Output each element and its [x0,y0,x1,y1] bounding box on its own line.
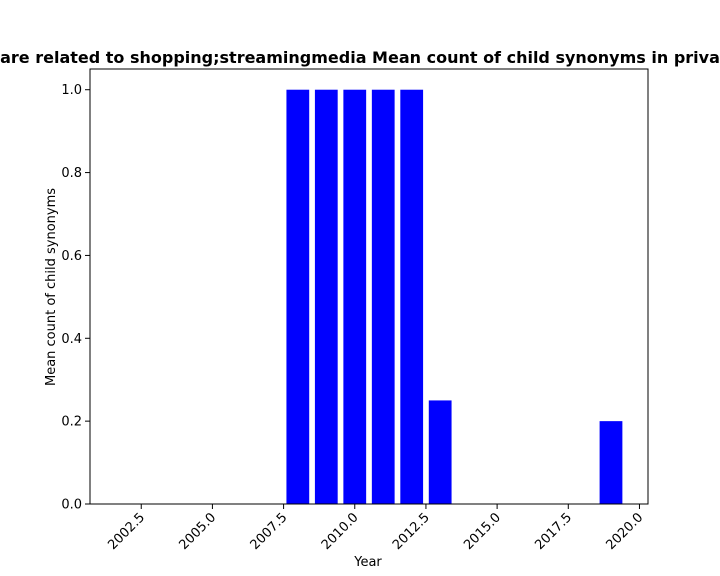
bar-2008 [286,89,310,504]
x-tick-label: 2005.0 [176,510,219,553]
x-tick-label: 2017.5 [532,510,575,553]
bar-2010 [343,89,367,504]
y-axis-label: Mean count of child synonyms [44,188,59,386]
x-tick-label: 2007.5 [248,510,291,553]
plot-area-frame [89,68,649,505]
y-tick-label: 1.0 [61,83,82,98]
x-tick-label: 2010.0 [319,510,362,553]
x-tick-label: 2015.0 [461,510,504,553]
y-tick-label: 0.2 [61,415,82,430]
bars-group [286,89,623,504]
bar-2011 [371,89,395,504]
bar-2009 [314,89,338,504]
x-tick-label: 2002.5 [105,510,148,553]
bar-2012 [400,89,424,504]
x-axis-ticks: 2002.5 2005.0 2007.5 2010.0 2012.5 2015.0 2017… [105,504,646,553]
chart-title: are related to shopping;streamingmedia M… [0,48,720,67]
y-tick-label: 0.4 [61,332,82,347]
y-axis-ticks: 0.0 0.2 0.4 0.6 0.8 1.0 [61,83,90,513]
y-tick-label: 0.8 [61,166,82,181]
y-tick-label: 0.6 [61,249,82,264]
x-axis-label: Year [353,555,382,570]
x-tick-label: 2020.0 [604,510,647,553]
bar-2019 [599,421,623,504]
bar-2013 [428,400,452,504]
x-tick-label: 2012.5 [390,510,433,553]
y-tick-label: 0.0 [61,498,82,513]
